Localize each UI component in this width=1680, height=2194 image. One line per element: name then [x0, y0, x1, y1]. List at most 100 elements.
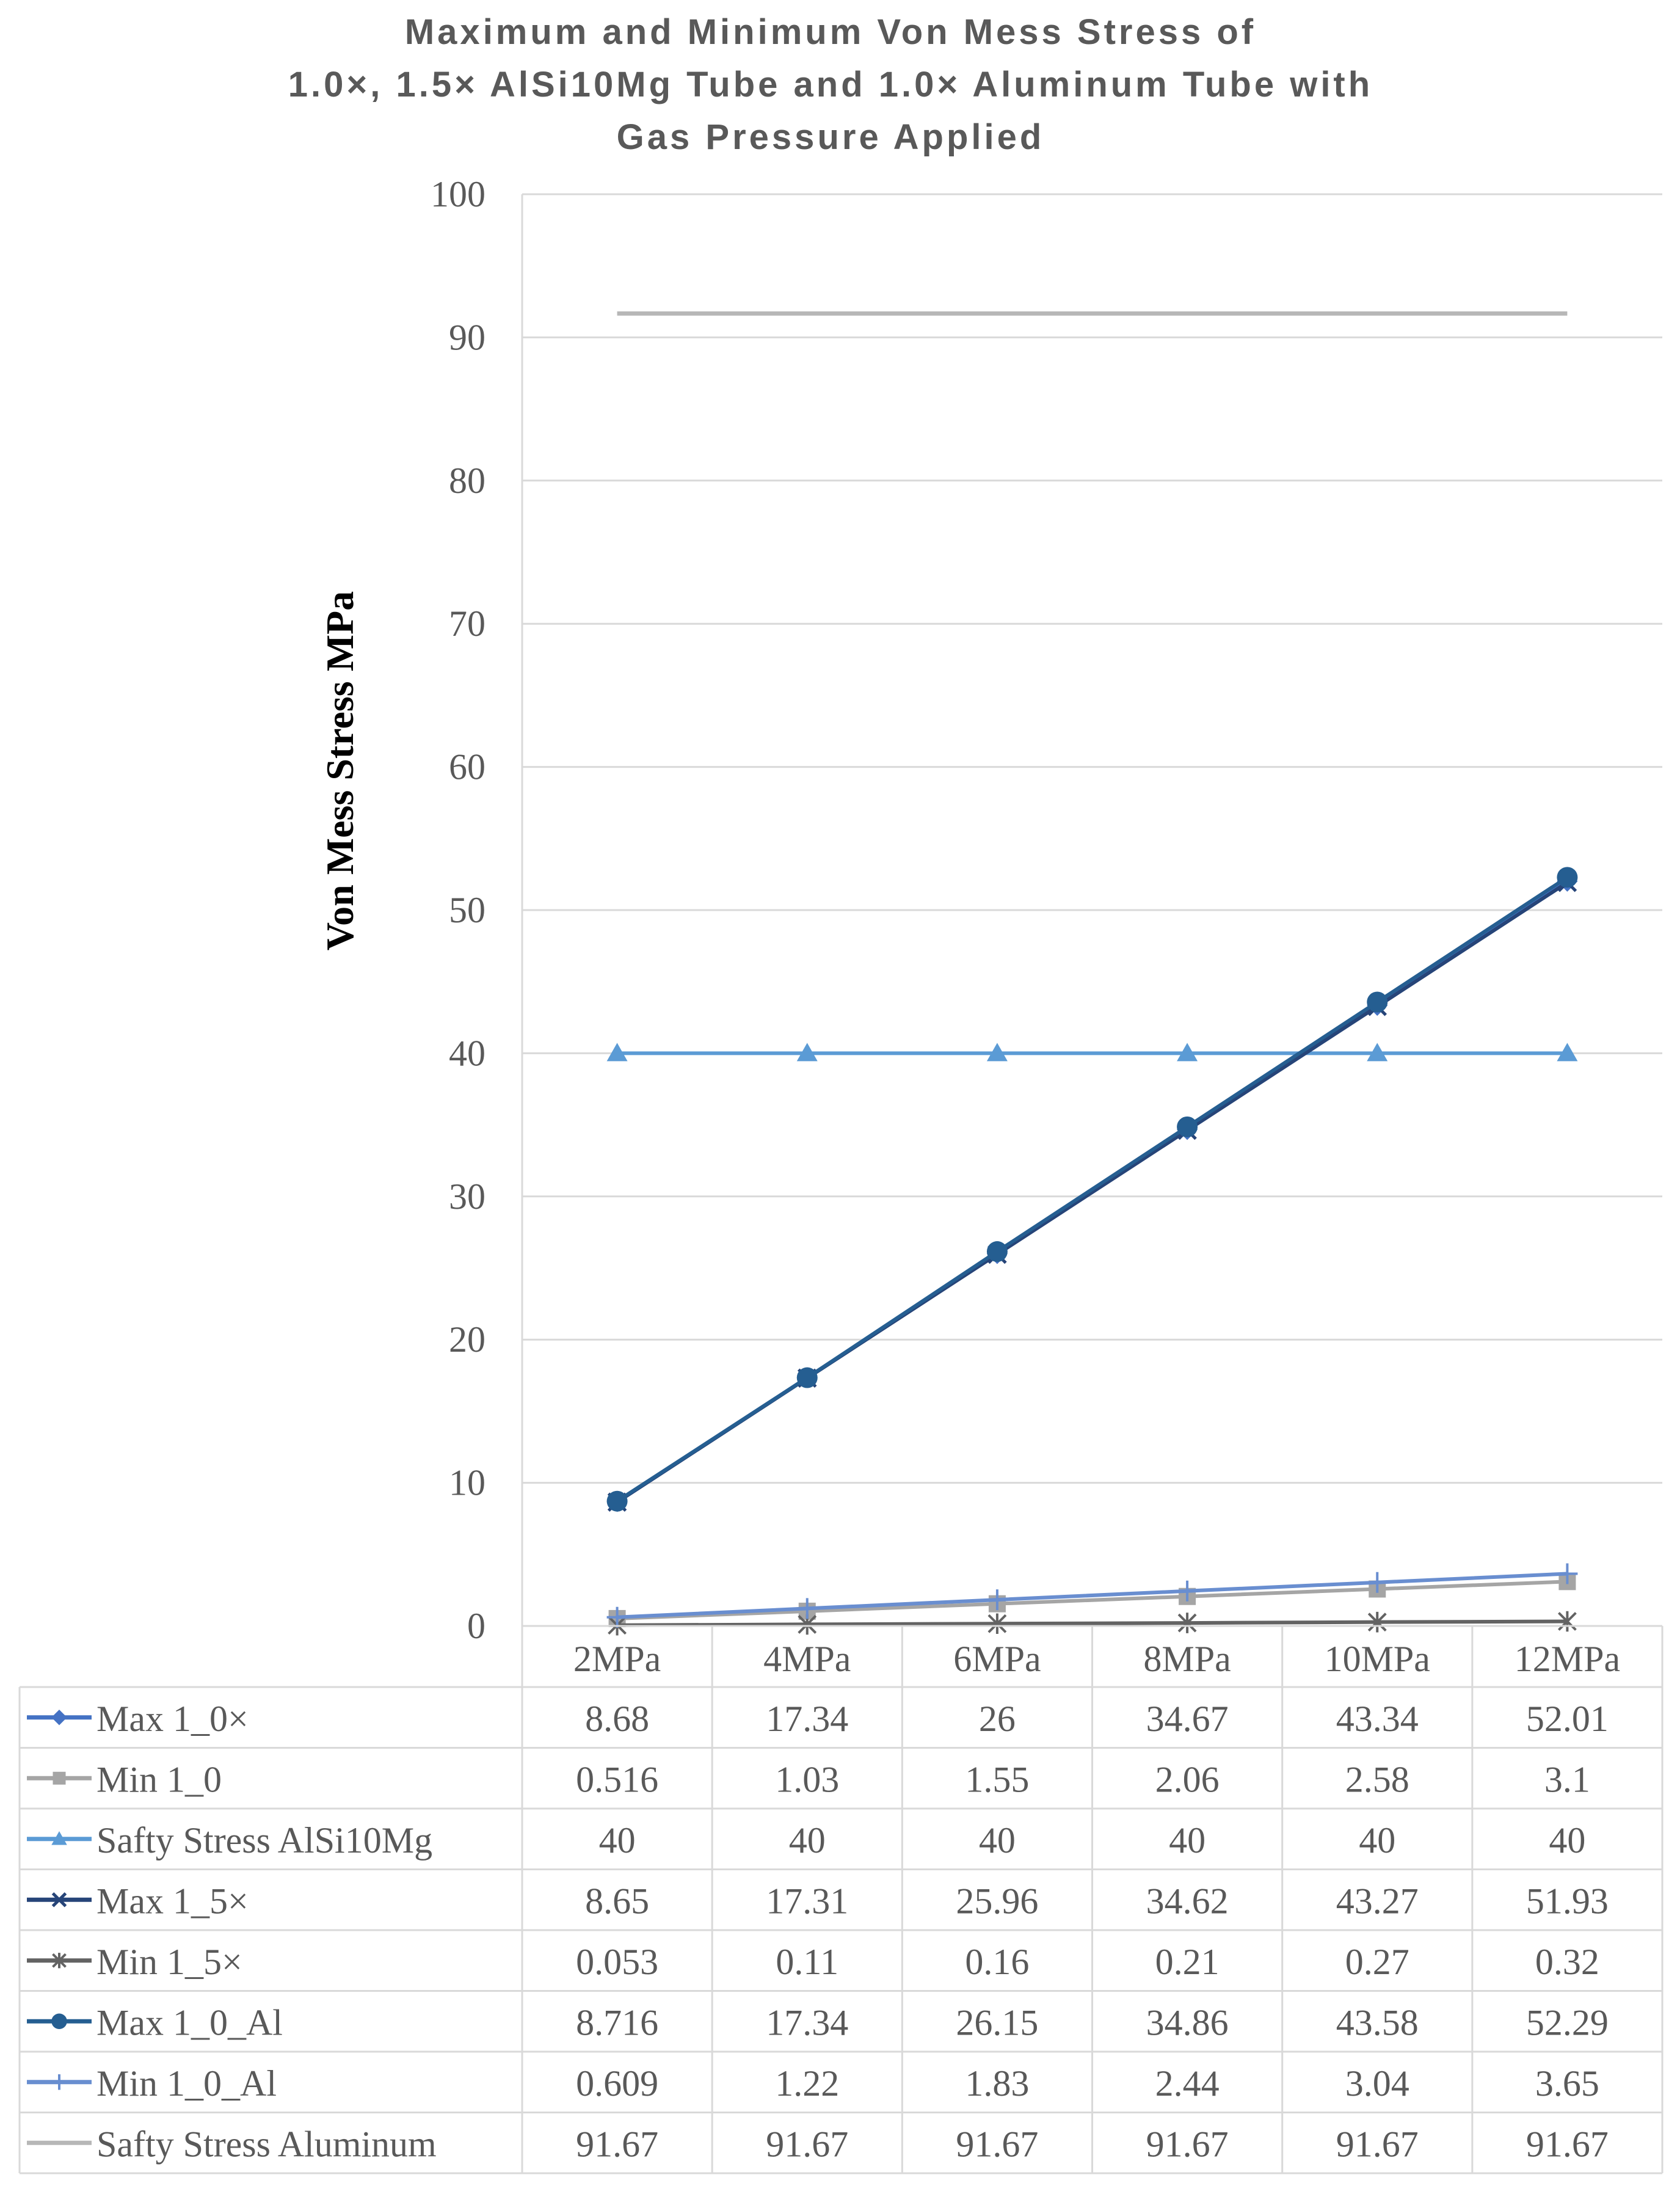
legend-key-marker-max-1-5 — [51, 1892, 67, 1908]
y-tick-90: 90 — [449, 317, 485, 357]
point-max-1-0-al-8mpa — [1177, 1116, 1198, 1137]
table-cell-safty-stress-aluminum-4mpa: 91.67 — [766, 2124, 848, 2164]
x-tick-8mpa: 8MPa — [1143, 1639, 1231, 1679]
series-max-1-0-al — [606, 867, 1578, 1512]
legend-label-max-1-0-al: Max 1_0_Al — [96, 2002, 283, 2043]
table-cell-min-1-5-4mpa: 0.11 — [776, 1942, 838, 1982]
point-min-1-5-6mpa — [987, 1613, 1007, 1635]
legend-label-min-1-0: Min 1_0 — [96, 1759, 222, 1799]
table-cell-min-1-5-8mpa: 0.21 — [1155, 1942, 1220, 1982]
table-cell-max-1-5-8mpa: 34.62 — [1146, 1881, 1229, 1921]
legend-label-safty-stress-aluminum: Safty Stress Aluminum — [96, 2124, 437, 2164]
legend-key-marker-max-1-0 — [51, 1710, 67, 1726]
x-tick-10mpa: 10MPa — [1325, 1639, 1430, 1679]
legend-label-safty-stress-alsi10mg: Safty Stress AlSi10Mg — [96, 1820, 432, 1861]
point-min-1-0-al-6mpa — [986, 1589, 1008, 1611]
data-table: 2MPa 4MPa 6MPa 8MPa 10MPa 12MPa Max 1_0× 8.68 17… — [18, 194, 1664, 2174]
table-cell-max-1-5-6mpa: 25.96 — [956, 1881, 1038, 1921]
table-cell-max-1-5-10mpa: 43.27 — [1336, 1881, 1419, 1921]
gridlines — [522, 193, 1662, 1484]
x-tick-6mpa: 6MPa — [953, 1639, 1041, 1679]
table-cell-max-1-5-4mpa: 17.31 — [766, 1881, 848, 1921]
chart-title-line-2: 1.0×, 1.5× AlSi10Mg Tube and 1.0× Alumin… — [288, 65, 1373, 104]
table-cell-max-1-0-4mpa: 17.34 — [766, 1699, 848, 1739]
y-axis-ticks: 0 10 20 30 40 50 60 70 80 90 100 — [431, 174, 485, 1646]
point-min-1-0-al-4mpa — [796, 1598, 818, 1619]
table-cell-max-1-0-al-6mpa: 26.15 — [956, 2002, 1038, 2043]
table-cell-min-1-5-10mpa: 0.27 — [1345, 1942, 1409, 1982]
table-cell-min-1-0-al-10mpa: 3.04 — [1345, 2063, 1409, 2104]
table-cell-max-1-0-al-8mpa: 34.86 — [1146, 2002, 1229, 2043]
table-cell-min-1-0-4mpa: 1.03 — [775, 1759, 839, 1799]
table-cell-safty-stress-alsi10mg-4mpa: 40 — [789, 1820, 826, 1861]
point-min-1-0-al-10mpa — [1367, 1572, 1388, 1593]
table-cell-safty-stress-aluminum-12mpa: 91.67 — [1526, 2124, 1609, 2164]
legend-label-min-1-5: Min 1_5× — [96, 1942, 242, 1982]
series-max-1-5 — [607, 872, 1577, 1512]
chart-title-line-1: Maximum and Minimum Von Mess Stress of — [405, 12, 1256, 52]
y-axis-label: Von Mess Stress MPa — [318, 591, 362, 950]
table-cell-max-1-0-al-12mpa: 52.29 — [1526, 2002, 1609, 2043]
point-safty-stress-alsi10mg-12mpa — [1557, 1043, 1578, 1062]
point-safty-stress-alsi10mg-2mpa — [606, 1043, 628, 1062]
point-safty-stress-alsi10mg-8mpa — [1177, 1043, 1198, 1062]
chart-title: Maximum and Minimum Von Mess Stress of 1… — [288, 12, 1373, 157]
point-max-1-0-al-6mpa — [986, 1241, 1008, 1263]
table-cell-min-1-5-6mpa: 0.16 — [965, 1942, 1029, 1982]
table-cell-min-1-5-2mpa: 0.053 — [576, 1942, 658, 1982]
table-cell-safty-stress-aluminum-6mpa: 91.67 — [956, 2124, 1038, 2164]
table-cell-max-1-0-al-4mpa: 17.34 — [766, 2002, 848, 2043]
x-tick-2mpa: 2MPa — [573, 1639, 661, 1679]
table-cell-max-1-5-12mpa: 51.93 — [1526, 1881, 1609, 1921]
point-min-1-0-al-2mpa — [606, 1606, 628, 1628]
table-cell-max-1-0-al-2mpa: 8.716 — [576, 2002, 658, 2043]
series-min-1-0-al — [606, 1563, 1578, 1628]
y-tick-20: 20 — [449, 1319, 485, 1360]
point-min-1-5-12mpa — [1558, 1611, 1577, 1632]
series-line-min-1-5 — [617, 1619, 1568, 1627]
table-cell-max-1-0-12mpa: 52.01 — [1526, 1699, 1609, 1739]
plot-series — [606, 311, 1578, 1636]
table-cell-safty-stress-alsi10mg-8mpa: 40 — [1169, 1820, 1205, 1861]
legend-key-marker-max-1-0-al — [51, 2013, 67, 2029]
table-cell-safty-stress-aluminum-8mpa: 91.67 — [1146, 2124, 1229, 2164]
point-min-1-0-al-12mpa — [1557, 1563, 1578, 1584]
point-max-1-0-al-10mpa — [1367, 991, 1388, 1013]
point-max-1-0-al-4mpa — [796, 1367, 818, 1388]
table-cell-min-1-5-12mpa: 0.32 — [1535, 1942, 1599, 1982]
point-safty-stress-alsi10mg-6mpa — [986, 1043, 1008, 1062]
table-cell-max-1-0-al-10mpa: 43.58 — [1336, 2002, 1419, 2043]
legend-label-min-1-0-al: Min 1_0_Al — [96, 2063, 277, 2104]
table-cell-min-1-0-al-12mpa: 3.65 — [1535, 2063, 1599, 2104]
y-tick-30: 30 — [449, 1176, 485, 1217]
table-cell-safty-stress-alsi10mg-10mpa: 40 — [1359, 1820, 1395, 1861]
series-min-1-5 — [608, 1611, 1577, 1636]
table-cell-min-1-0-6mpa: 1.55 — [965, 1759, 1029, 1799]
x-tick-12mpa: 12MPa — [1515, 1639, 1620, 1679]
point-min-1-5-10mpa — [1367, 1611, 1387, 1633]
x-tick-4mpa: 4MPa — [763, 1639, 851, 1679]
point-safty-stress-alsi10mg-10mpa — [1367, 1043, 1388, 1062]
y-tick-100: 100 — [431, 174, 485, 214]
legend-key-marker-safty-stress-alsi10mg — [51, 1831, 67, 1845]
table-cell-min-1-0-8mpa: 2.06 — [1155, 1759, 1220, 1799]
table-cell-min-1-0-al-8mpa: 2.44 — [1155, 2063, 1220, 2104]
legend-key-marker-min-1-5 — [52, 1953, 67, 1969]
point-max-1-0-al-2mpa — [606, 1490, 628, 1512]
table-cell-safty-stress-alsi10mg-2mpa: 40 — [599, 1820, 636, 1861]
series-line-min-1-0-al — [617, 1572, 1568, 1619]
legend-key-marker-min-1-0-al — [51, 2074, 67, 2090]
table-cell-min-1-0-12mpa: 3.1 — [1544, 1759, 1590, 1799]
table-cell-min-1-0-al-6mpa: 1.83 — [965, 2063, 1029, 2104]
y-tick-70: 70 — [449, 603, 485, 644]
series-safty-stress-alsi10mg — [606, 1043, 1578, 1062]
table-cell-max-1-0-10mpa: 43.34 — [1336, 1699, 1419, 1739]
legend-label-max-1-0: Max 1_0× — [96, 1699, 249, 1739]
point-min-1-5-8mpa — [1177, 1613, 1197, 1633]
y-tick-10: 10 — [449, 1463, 485, 1503]
series-line-min-1-0 — [617, 1580, 1568, 1620]
chart-title-line-3: Gas Pressure Applied — [617, 117, 1045, 157]
y-tick-40: 40 — [449, 1033, 485, 1073]
y-tick-0: 0 — [467, 1606, 485, 1646]
